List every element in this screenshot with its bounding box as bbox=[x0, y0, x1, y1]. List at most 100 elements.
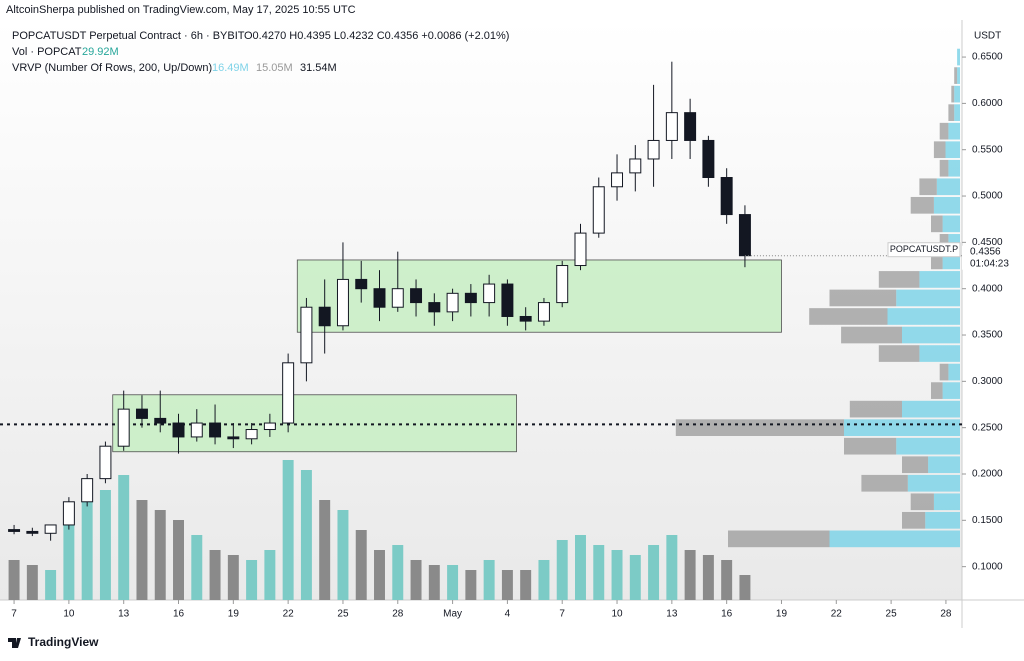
volume-bar bbox=[63, 525, 75, 600]
plot bbox=[0, 48, 962, 600]
x-tick-label: 22 bbox=[831, 609, 843, 620]
x-tick-label: 28 bbox=[392, 609, 404, 620]
volume-bar bbox=[173, 520, 184, 600]
vrvp-up bbox=[928, 456, 960, 474]
y-tick-label: 0.4000 bbox=[972, 283, 1003, 294]
y-tick-label: 0.2500 bbox=[972, 422, 1003, 433]
volume-bar bbox=[99, 490, 111, 600]
x-tick-label: 13 bbox=[666, 609, 678, 620]
vrvp-down bbox=[931, 252, 943, 270]
x-tick-label: 10 bbox=[63, 609, 75, 620]
y-tick-label: 0.4500 bbox=[972, 237, 1003, 248]
volume-bar bbox=[191, 535, 203, 600]
y-tick-label: 0.6000 bbox=[972, 98, 1003, 109]
vrvp-name: VRVP (Number Of Rows, 200, Up/Down) bbox=[12, 62, 212, 74]
candle-body bbox=[519, 315, 532, 322]
volume-bar bbox=[81, 500, 93, 600]
candle-body bbox=[611, 172, 624, 188]
vrvp-up bbox=[942, 215, 960, 233]
candle-body bbox=[665, 112, 678, 141]
volume-bar bbox=[319, 500, 331, 600]
volume-bar bbox=[648, 545, 660, 600]
volume-bar bbox=[483, 560, 495, 600]
candle-body bbox=[373, 288, 386, 308]
vrvp-down bbox=[931, 215, 943, 233]
vrvp-up bbox=[844, 419, 960, 437]
candle-body bbox=[537, 302, 550, 322]
vrvp-up bbox=[948, 122, 960, 140]
y-tick-label: 0.2000 bbox=[972, 469, 1003, 480]
y-tick-label: 0.6500 bbox=[972, 52, 1003, 63]
vrvp-down bbox=[910, 493, 934, 511]
candle-body bbox=[62, 501, 75, 526]
volume-bar bbox=[575, 535, 586, 600]
volume-bar bbox=[282, 460, 294, 600]
vrvp-down bbox=[931, 382, 943, 399]
symbol-box bbox=[887, 242, 961, 258]
x-tick-label: 25 bbox=[886, 609, 898, 620]
vrvp-up bbox=[957, 48, 960, 66]
countdown: 01:04:23 bbox=[970, 258, 1009, 269]
candle-body bbox=[464, 292, 477, 304]
vrvp-down bbox=[948, 104, 955, 121]
vrvp-down bbox=[951, 85, 955, 103]
volume-bar bbox=[721, 560, 733, 600]
y-tick-label: 0.5500 bbox=[972, 144, 1003, 155]
candle-body bbox=[135, 408, 148, 419]
volume-bar bbox=[355, 530, 367, 600]
volume-bar bbox=[666, 535, 678, 600]
vrvp-down bbox=[849, 400, 902, 418]
x-tick-label: 28 bbox=[940, 609, 952, 620]
vrvp-down bbox=[878, 271, 920, 288]
vrvp-down bbox=[878, 345, 920, 362]
candle-body bbox=[574, 232, 587, 267]
x-tick-label: 7 bbox=[559, 609, 565, 620]
candle-body bbox=[245, 429, 258, 440]
vrvp-up bbox=[896, 289, 960, 307]
vrvp-up bbox=[887, 308, 960, 325]
candle-body bbox=[428, 302, 441, 313]
candle-body bbox=[501, 283, 514, 317]
volume-bar bbox=[136, 500, 148, 600]
volume-bar bbox=[593, 545, 605, 600]
candle-body bbox=[81, 478, 94, 503]
symbol-label: POPCATUSDT.P bbox=[890, 244, 958, 254]
candle-body bbox=[227, 436, 240, 440]
candle-body bbox=[647, 139, 660, 160]
candle-body bbox=[336, 278, 349, 327]
vrvp-down bbox=[902, 456, 929, 474]
vrvp-up bbox=[954, 104, 960, 121]
vrvp-up bbox=[925, 511, 960, 529]
x-tick-label: 19 bbox=[776, 609, 788, 620]
vrvp-up bbox=[945, 141, 960, 159]
vrvp-down bbox=[933, 141, 946, 159]
volume-bar bbox=[154, 510, 166, 600]
volume-bar bbox=[739, 575, 751, 600]
volume-bar bbox=[118, 475, 130, 600]
candle-body bbox=[629, 158, 642, 174]
volume-bar bbox=[684, 550, 696, 600]
volume-bar bbox=[556, 540, 568, 600]
candle-body bbox=[391, 288, 404, 308]
candle-body bbox=[410, 288, 423, 304]
volume-bar bbox=[501, 570, 513, 600]
vrvp-down bbox=[844, 437, 897, 455]
x-tick-label: 13 bbox=[118, 609, 130, 620]
vrvp-up bbox=[948, 363, 960, 381]
publisher: AltcoinSherpa published on TradingView.c… bbox=[6, 4, 356, 16]
volume-bar bbox=[300, 470, 312, 600]
ohlc-line: O0.4270 H0.4395 L0.4232 C0.4356 +0.0086 … bbox=[244, 30, 509, 42]
x-tick-label: 19 bbox=[228, 609, 240, 620]
volume-bar bbox=[465, 570, 477, 600]
candle-body bbox=[117, 408, 130, 447]
vrvp-down bbox=[829, 289, 897, 307]
y-tick-label: 0.1000 bbox=[972, 561, 1003, 572]
footer-brand: TradingView bbox=[28, 635, 99, 649]
vrvp-total: 31.54M bbox=[300, 62, 337, 74]
x-tick-label: May bbox=[443, 609, 462, 620]
candle-body bbox=[263, 422, 276, 431]
vrvp-down bbox=[809, 308, 888, 325]
vrvp-up bbox=[896, 437, 960, 455]
vrvp-down bbox=[910, 196, 934, 214]
